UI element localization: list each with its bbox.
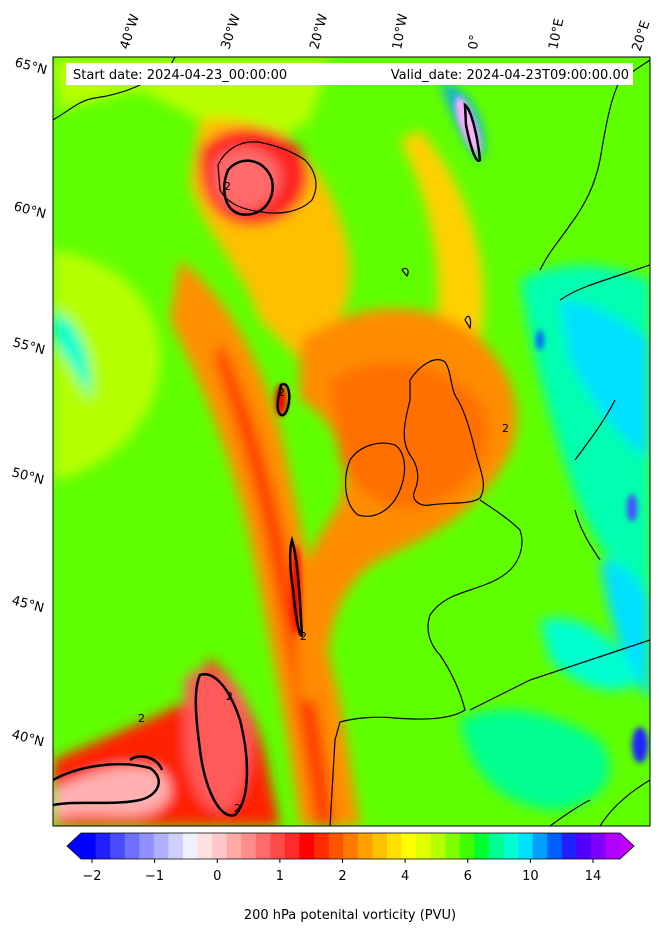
colorbar-cell xyxy=(197,833,213,859)
colorbar-cell xyxy=(343,833,359,859)
coastlines xyxy=(53,57,650,826)
colorbar-cell xyxy=(81,833,97,859)
colorbar-tick-label: 10 xyxy=(522,869,539,884)
contour-label: 2 xyxy=(278,386,285,399)
lon-label: 0° xyxy=(466,34,483,51)
colorbar-cell xyxy=(95,833,111,859)
colorbar-tick-label: 0 xyxy=(213,869,221,884)
colorbar-cell xyxy=(284,833,301,859)
colorbar-cells xyxy=(81,833,621,859)
colorbar-tick-label: 6 xyxy=(464,869,472,884)
lat-label: 60°N xyxy=(12,199,48,222)
colorbar-cell xyxy=(328,833,344,859)
colorbar-cell xyxy=(474,833,490,859)
colorbar-cell xyxy=(532,833,548,859)
colorbar-cell xyxy=(314,833,330,859)
colorbar-title: 200 hPa potenital vorticity (PVU) xyxy=(244,908,456,923)
colorbar-tick-label: −1 xyxy=(145,869,164,884)
colorbar-cell xyxy=(153,833,170,859)
lat-label: 40°N xyxy=(10,727,46,750)
colorbar-cell xyxy=(576,833,592,859)
contour-label: 2 xyxy=(224,180,231,193)
map-frame xyxy=(52,56,651,827)
lon-label: 40°W xyxy=(118,12,143,51)
colorbar-cell xyxy=(299,833,315,859)
colorbar-tick-label: 1 xyxy=(276,869,284,884)
colorbar-tick-label: −2 xyxy=(82,869,101,884)
colorbar-tick-label: 14 xyxy=(585,869,602,884)
lat-label: 45°N xyxy=(10,593,46,616)
colorbar-cell xyxy=(372,833,388,859)
valid-date-text: Valid_date: 2024-04-23T09:00:00.00 xyxy=(391,68,629,83)
colorbar-cell xyxy=(605,833,621,859)
colorbar-cell xyxy=(168,833,184,859)
contour-label: 2 xyxy=(300,630,307,643)
lon-label: 20°E xyxy=(630,19,654,53)
contour-labels: 2 2 2 2 2 2 2 xyxy=(138,180,509,815)
colorbar-cell xyxy=(182,833,199,859)
lon-label: 10°E xyxy=(546,17,567,51)
map-plot-area: 2 2 2 2 2 2 2 Start date: 2024-04-23_00:… xyxy=(53,57,650,826)
colorbar-cell xyxy=(357,833,373,859)
contour-label: 2 xyxy=(226,690,233,703)
start-date-text: Start date: 2024-04-23_00:00:00 xyxy=(73,68,287,83)
colorbar-right-arrow xyxy=(620,833,634,859)
colorbar-cell xyxy=(561,833,577,859)
contour-label: 2 xyxy=(502,422,509,435)
contour-label: 2 xyxy=(138,712,145,725)
colorbar-cell xyxy=(430,833,446,859)
latitude-labels: 65°N 60°N 55°N 50°N 45°N 40°N xyxy=(10,55,49,750)
pv-sharp-features xyxy=(275,96,648,763)
lat-label: 50°N xyxy=(10,465,46,488)
colorbar-cell xyxy=(386,833,403,859)
colorbar-ticks: −2 −1 0 1 2 4 6 10 14 xyxy=(82,859,601,884)
longitude-labels: 40°W 30°W 20°W 10°W 0° 10°E 20°E xyxy=(118,12,654,53)
lon-label: 20°W xyxy=(307,12,331,51)
lat-label: 65°N xyxy=(13,55,49,78)
colorbar-cell xyxy=(503,833,519,859)
colorbar: −2 −1 0 1 2 4 6 10 14 200 hPa potenital vorticit… xyxy=(66,832,635,923)
colorbar-cell xyxy=(124,833,140,859)
pv-2-contour-lines xyxy=(53,102,482,817)
lon-label: 30°W xyxy=(219,12,244,51)
colorbar-cell xyxy=(255,833,271,859)
colorbar-cell xyxy=(401,833,417,859)
colorbar-cell xyxy=(445,833,461,859)
pv-filled-contours xyxy=(53,60,650,826)
colorbar-cell xyxy=(416,833,432,859)
colorbar-cell xyxy=(459,833,475,859)
contour-label: 2 xyxy=(234,802,241,815)
colorbar-left-arrow xyxy=(67,833,81,859)
lat-label: 55°N xyxy=(11,335,47,358)
colorbar-cell xyxy=(518,833,534,859)
colorbar-tick-label: 2 xyxy=(338,869,346,884)
colorbar-cell xyxy=(270,833,286,859)
info-box xyxy=(66,63,633,85)
colorbar-cell xyxy=(212,833,228,859)
colorbar-cell xyxy=(241,833,257,859)
lon-label: 10°W xyxy=(390,13,411,51)
colorbar-tick-label: 4 xyxy=(401,869,409,884)
colorbar-cell xyxy=(488,833,505,859)
colorbar-cell xyxy=(226,833,242,859)
colorbar-outline xyxy=(66,832,635,860)
colorbar-cell xyxy=(139,833,155,859)
colorbar-cell xyxy=(590,833,607,859)
colorbar-cell xyxy=(547,833,563,859)
colorbar-cell xyxy=(110,833,126,859)
